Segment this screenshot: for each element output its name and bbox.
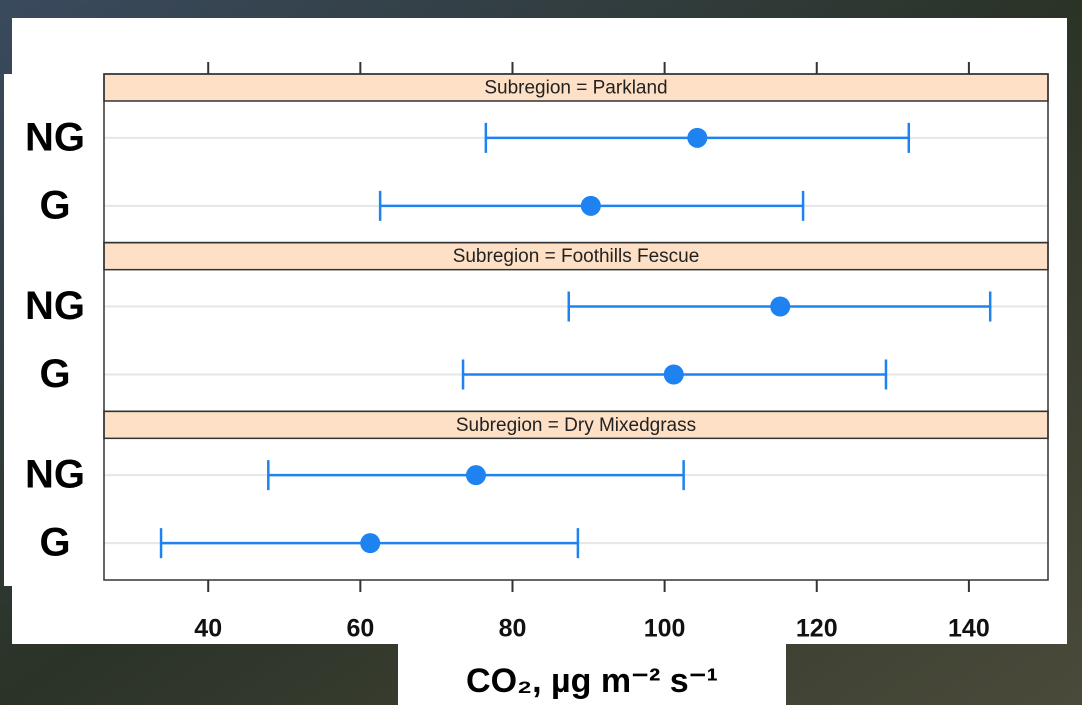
x-tick-label: 120 [796, 615, 838, 643]
category-label: G [39, 521, 70, 565]
category-label: NG [25, 115, 85, 159]
x-axis-label: CO₂, µg m⁻² s⁻¹ [466, 662, 718, 700]
x-tick-label: 60 [346, 615, 374, 643]
category-label: NG [25, 453, 85, 497]
point [770, 296, 791, 317]
category-label: NG [25, 284, 85, 328]
x-tick-label: 80 [499, 615, 527, 643]
panel-frame [103, 410, 1049, 581]
point [465, 465, 486, 486]
strip-title: Subregion = Parkland [484, 78, 667, 99]
point [687, 127, 708, 148]
strip-title: Subregion = Dry Mixedgrass [456, 415, 696, 436]
x-tick-label: 140 [948, 615, 990, 643]
point [580, 195, 601, 216]
category-label: G [39, 183, 70, 227]
category-label: G [39, 352, 70, 396]
strip-title: Subregion = Foothills Fescue [453, 246, 700, 267]
point [663, 364, 684, 385]
label-box [398, 640, 786, 705]
chart-panel-left [4, 74, 24, 586]
point [360, 533, 381, 554]
x-tick-label: 40 [194, 615, 222, 643]
x-tick-label: 100 [644, 615, 686, 643]
chart-panel [12, 18, 1067, 644]
